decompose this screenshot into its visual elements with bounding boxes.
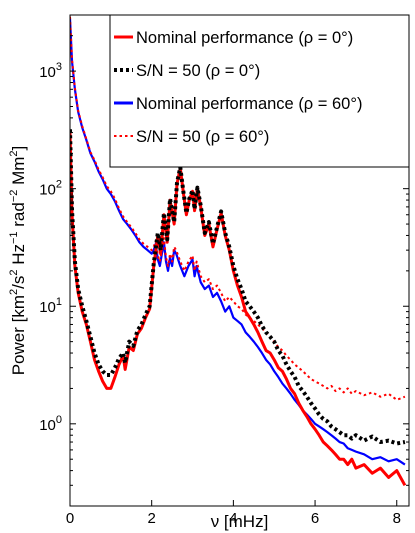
y-tick-label: 101 [39, 296, 62, 316]
legend: Nominal performance (ρ = 0°) S/N = 50 (ρ … [109, 14, 410, 168]
x-tick-label: 2 [148, 510, 156, 527]
axis-ticks: 0 2 4 6 8 100 101 102 103 [39, 15, 409, 527]
y-tick-label: 102 [39, 179, 62, 199]
y-tick-label: 103 [39, 61, 62, 81]
x-tick-label: 6 [311, 510, 319, 527]
legend-label-2: Nominal performance (ρ = 60°) [136, 95, 362, 113]
x-tick-label: 8 [393, 510, 401, 527]
legend-label-3: S/N = 50 (ρ = 60°) [136, 128, 269, 146]
y-tick-label: 100 [39, 414, 62, 434]
legend-label-0: Nominal performance (ρ = 0°) [136, 29, 353, 47]
x-axis-label: ν [mHz] [211, 512, 269, 531]
legend-label-1: S/N = 50 (ρ = 0°) [136, 62, 260, 80]
x-tick-label: 4 [229, 510, 237, 527]
series-line-3 [70, 16, 406, 401]
x-tick-label: 0 [66, 510, 74, 527]
series-layer [70, 16, 407, 487]
series-line-2 [70, 18, 406, 466]
legend-box [109, 14, 410, 168]
y-axis-label: Power [km2/s2 Hz−1 rad−2 Mm2] [8, 146, 28, 376]
series-line-1 [70, 129, 406, 446]
series-line-0 [70, 132, 407, 487]
